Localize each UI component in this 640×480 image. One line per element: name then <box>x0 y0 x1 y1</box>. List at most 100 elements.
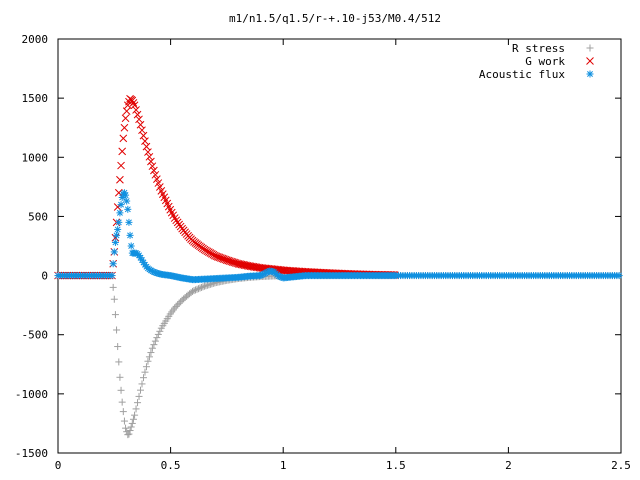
data-point <box>197 283 205 291</box>
axis-ticks: 0 0.5 1 1.5 2 2.5 -1500 -1000 -500 0 500 1000 1500 20… <box>15 33 631 472</box>
data-point <box>122 191 130 199</box>
data-point <box>147 349 155 357</box>
data-point <box>155 183 164 191</box>
data-point <box>236 260 244 269</box>
data-point <box>117 161 125 170</box>
data-point <box>111 311 119 319</box>
data-point <box>136 120 145 129</box>
data-point <box>126 427 134 435</box>
data-point <box>230 258 239 267</box>
x-tick-label: 0.5 <box>161 459 181 472</box>
x-tick-label: 1 <box>280 459 287 472</box>
data-point <box>120 417 128 425</box>
data-point <box>171 304 179 312</box>
y-tick-label: -1500 <box>15 447 48 460</box>
data-point <box>114 343 122 351</box>
data-point <box>174 301 182 309</box>
data-point <box>118 147 127 156</box>
data-point <box>153 175 161 183</box>
data-point <box>123 197 131 205</box>
legend-marker <box>586 57 594 65</box>
data-point <box>193 285 201 293</box>
data-point <box>129 99 138 107</box>
data-point <box>128 96 137 105</box>
data-point <box>113 326 121 334</box>
data-point <box>110 295 118 303</box>
legend-label: R stress <box>512 42 565 55</box>
x-tick-label: 2 <box>505 459 512 472</box>
data-point <box>139 131 148 140</box>
data-point <box>114 188 123 197</box>
data-point <box>121 114 130 123</box>
data-point <box>132 106 140 114</box>
data-point <box>145 152 154 161</box>
series-r-stress <box>54 272 623 439</box>
data-point <box>234 259 243 268</box>
data-point <box>119 408 127 416</box>
data-point <box>139 374 147 382</box>
data-point <box>192 286 200 294</box>
data-point <box>115 218 123 226</box>
data-point <box>122 424 130 432</box>
data-point <box>118 398 126 406</box>
data-point <box>144 357 152 365</box>
data-point <box>137 386 145 394</box>
data-point <box>122 107 131 116</box>
data-point <box>175 299 183 307</box>
series-g-work <box>54 94 399 280</box>
data-point <box>194 285 202 293</box>
data-point <box>148 344 156 352</box>
data-point <box>125 218 133 226</box>
data-point <box>222 256 231 264</box>
data-point <box>190 287 198 295</box>
y-tick-label: -500 <box>22 329 49 342</box>
data-point <box>151 337 159 345</box>
data-point <box>227 257 236 266</box>
legend-marker <box>586 70 594 78</box>
y-tick-label: 2000 <box>22 33 49 46</box>
x-tick-label: 2.5 <box>611 459 631 472</box>
data-point <box>109 283 117 291</box>
data-point <box>150 166 158 175</box>
data-point <box>199 283 207 291</box>
data-point <box>116 373 124 381</box>
data-point <box>153 334 161 342</box>
data-point <box>172 302 180 310</box>
data-point <box>156 327 164 335</box>
data-point <box>129 415 137 423</box>
data-point <box>144 148 152 156</box>
y-tick-label: 1500 <box>22 92 49 105</box>
data-point <box>240 261 249 269</box>
data-point <box>239 260 247 269</box>
data-point <box>615 272 623 280</box>
data-point <box>125 430 133 438</box>
data-point <box>138 380 146 388</box>
data-point <box>170 214 179 222</box>
y-tick-label: 0 <box>41 270 48 283</box>
x-tick-label: 1.5 <box>386 459 406 472</box>
data-point <box>224 256 233 265</box>
data-point <box>141 368 149 376</box>
data-point <box>138 126 146 135</box>
data-point <box>196 284 204 292</box>
data-point <box>189 287 197 295</box>
data-point <box>151 170 160 179</box>
data-point <box>135 392 143 400</box>
plot-frame <box>57 38 622 454</box>
data-point <box>126 231 134 239</box>
data-point <box>135 115 143 124</box>
data-point <box>154 179 163 187</box>
data-point <box>111 238 119 246</box>
x-tick-label: 0 <box>55 459 62 472</box>
data-point <box>150 341 158 349</box>
data-point <box>114 225 122 233</box>
data-point <box>110 248 118 256</box>
data-point <box>127 423 135 431</box>
legend-label: G work <box>525 55 565 68</box>
data-series <box>54 94 623 439</box>
data-point <box>131 411 139 419</box>
data-point <box>133 110 142 119</box>
series-acoustic-flux <box>54 189 623 284</box>
y-tick-label: 1000 <box>22 151 49 164</box>
data-point <box>148 162 157 171</box>
